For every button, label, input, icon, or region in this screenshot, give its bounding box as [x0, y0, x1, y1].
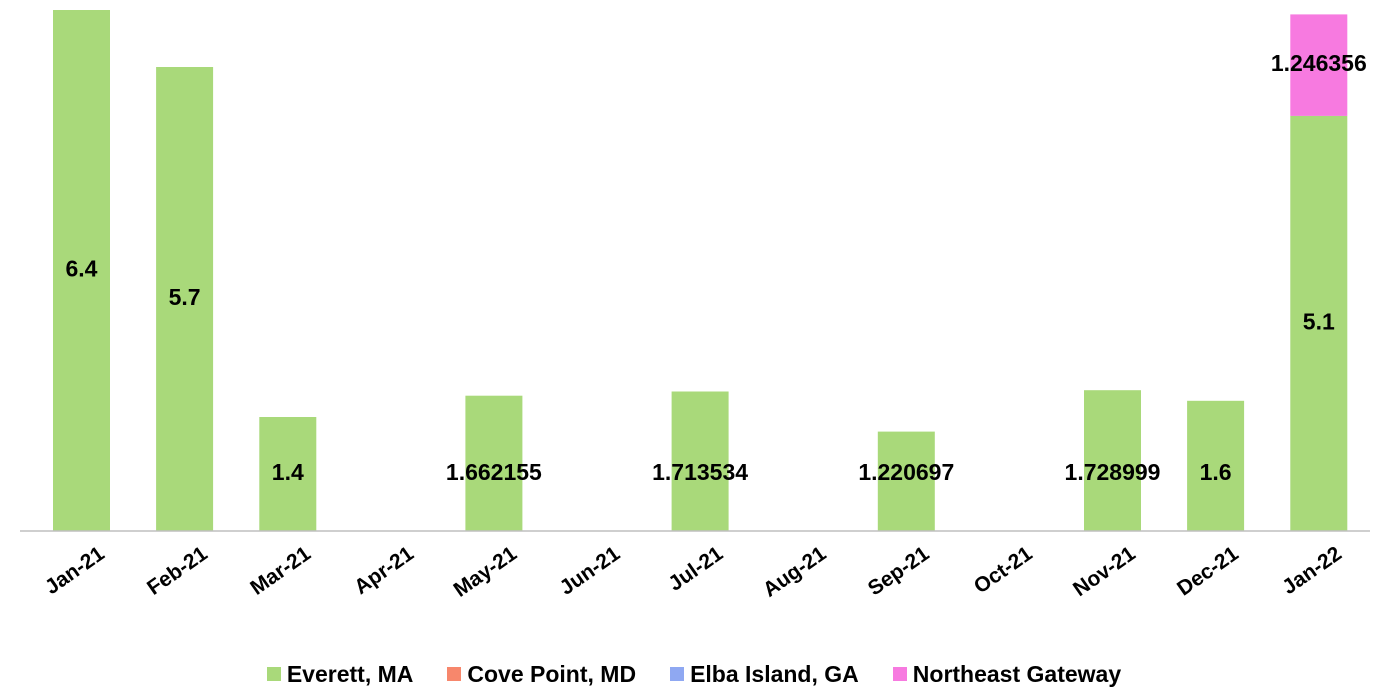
bar-everett-ma-jan-21 — [53, 10, 110, 531]
legend-label-everett: Everett, MA — [286, 660, 414, 687]
data-label-dec-21-0: 1.6 — [1200, 459, 1232, 485]
bar-northeast-gateway-jan-22 — [1290, 14, 1348, 116]
x-tick-label-sep-21: Sep-21 — [864, 542, 934, 601]
legend-swatch-everett — [266, 667, 281, 681]
chart-plot: 6.4 5.7 1.4 1.662155 1.713534 1.220697 1.72899… — [20, 10, 1370, 602]
data-label-feb-21-0: 5.7 — [169, 284, 201, 310]
x-tick-label-dec-21: Dec-21 — [1173, 542, 1243, 601]
legend-item-cove-point: Cove Point, MD — [447, 661, 636, 688]
x-tick-label-aug-21: Aug-21 — [759, 542, 831, 602]
legend-swatch-cove-point — [447, 667, 462, 681]
x-tick-label-feb-21: Feb-21 — [143, 542, 212, 600]
x-tick-label-jun-21: Jun-21 — [555, 542, 624, 600]
bar-everett-ma-sep-21 — [877, 431, 935, 531]
bar-everett-ma-jul-21 — [671, 391, 729, 531]
chart-legend: Everett, MA Cove Point, MD Elba Island, … — [0, 654, 1388, 694]
data-label-mar-21-0: 1.4 — [272, 459, 304, 485]
data-label-may-21-0: 1.662155 — [446, 459, 542, 485]
bar-everett-ma-nov-21 — [1084, 390, 1141, 531]
bar-everett-ma-mar-21 — [259, 417, 317, 531]
data-label-sep-21-0: 1.220697 — [858, 459, 954, 485]
x-tick-label-may-21: May-21 — [450, 542, 522, 602]
legend-swatch-elba-island — [670, 667, 685, 681]
x-tick-label-jul-21: Jul-21 — [664, 542, 727, 596]
legend-item-northeast-gateway: Northeast Gateway — [892, 660, 1122, 688]
data-label-jan-21-0: 6.4 — [66, 256, 98, 282]
bar-everett-ma-feb-21 — [156, 67, 214, 531]
bar-everett-ma-dec-21 — [1187, 400, 1245, 532]
legend-item-elba-island: Elba Island, GA — [670, 661, 859, 688]
x-tick-label-jan-21: Jan-21 — [41, 542, 109, 599]
data-label-jul-21-0: 1.713534 — [652, 459, 748, 485]
data-label-jan-22-0: 5.1 — [1303, 308, 1335, 334]
data-label-nov-21-0: 1.728999 — [1065, 459, 1161, 485]
legend-label-elba-island: Elba Island, GA — [690, 660, 859, 687]
bar-everett-ma-may-21 — [465, 395, 523, 531]
x-tick-label-jan-22: Jan-22 — [1278, 542, 1346, 599]
legend-label-northeast-gateway: Northeast Gateway — [912, 660, 1122, 687]
legend-label-cove-point: Cove Point, MD — [467, 660, 637, 687]
legend-item-everett: Everett, MA — [266, 660, 414, 688]
data-label-jan-22-3: 1.246356 — [1271, 50, 1367, 76]
x-tick-label-apr-21: Apr-21 — [350, 542, 418, 599]
x-tick-label-mar-21: Mar-21 — [246, 542, 315, 600]
legend-swatch-northeast-gateway — [892, 667, 907, 681]
x-tick-label-oct-21: Oct-21 — [970, 542, 1037, 599]
bar-everett-ma-jan-22 — [1290, 115, 1348, 532]
x-tick-label-nov-21: Nov-21 — [1069, 542, 1140, 601]
